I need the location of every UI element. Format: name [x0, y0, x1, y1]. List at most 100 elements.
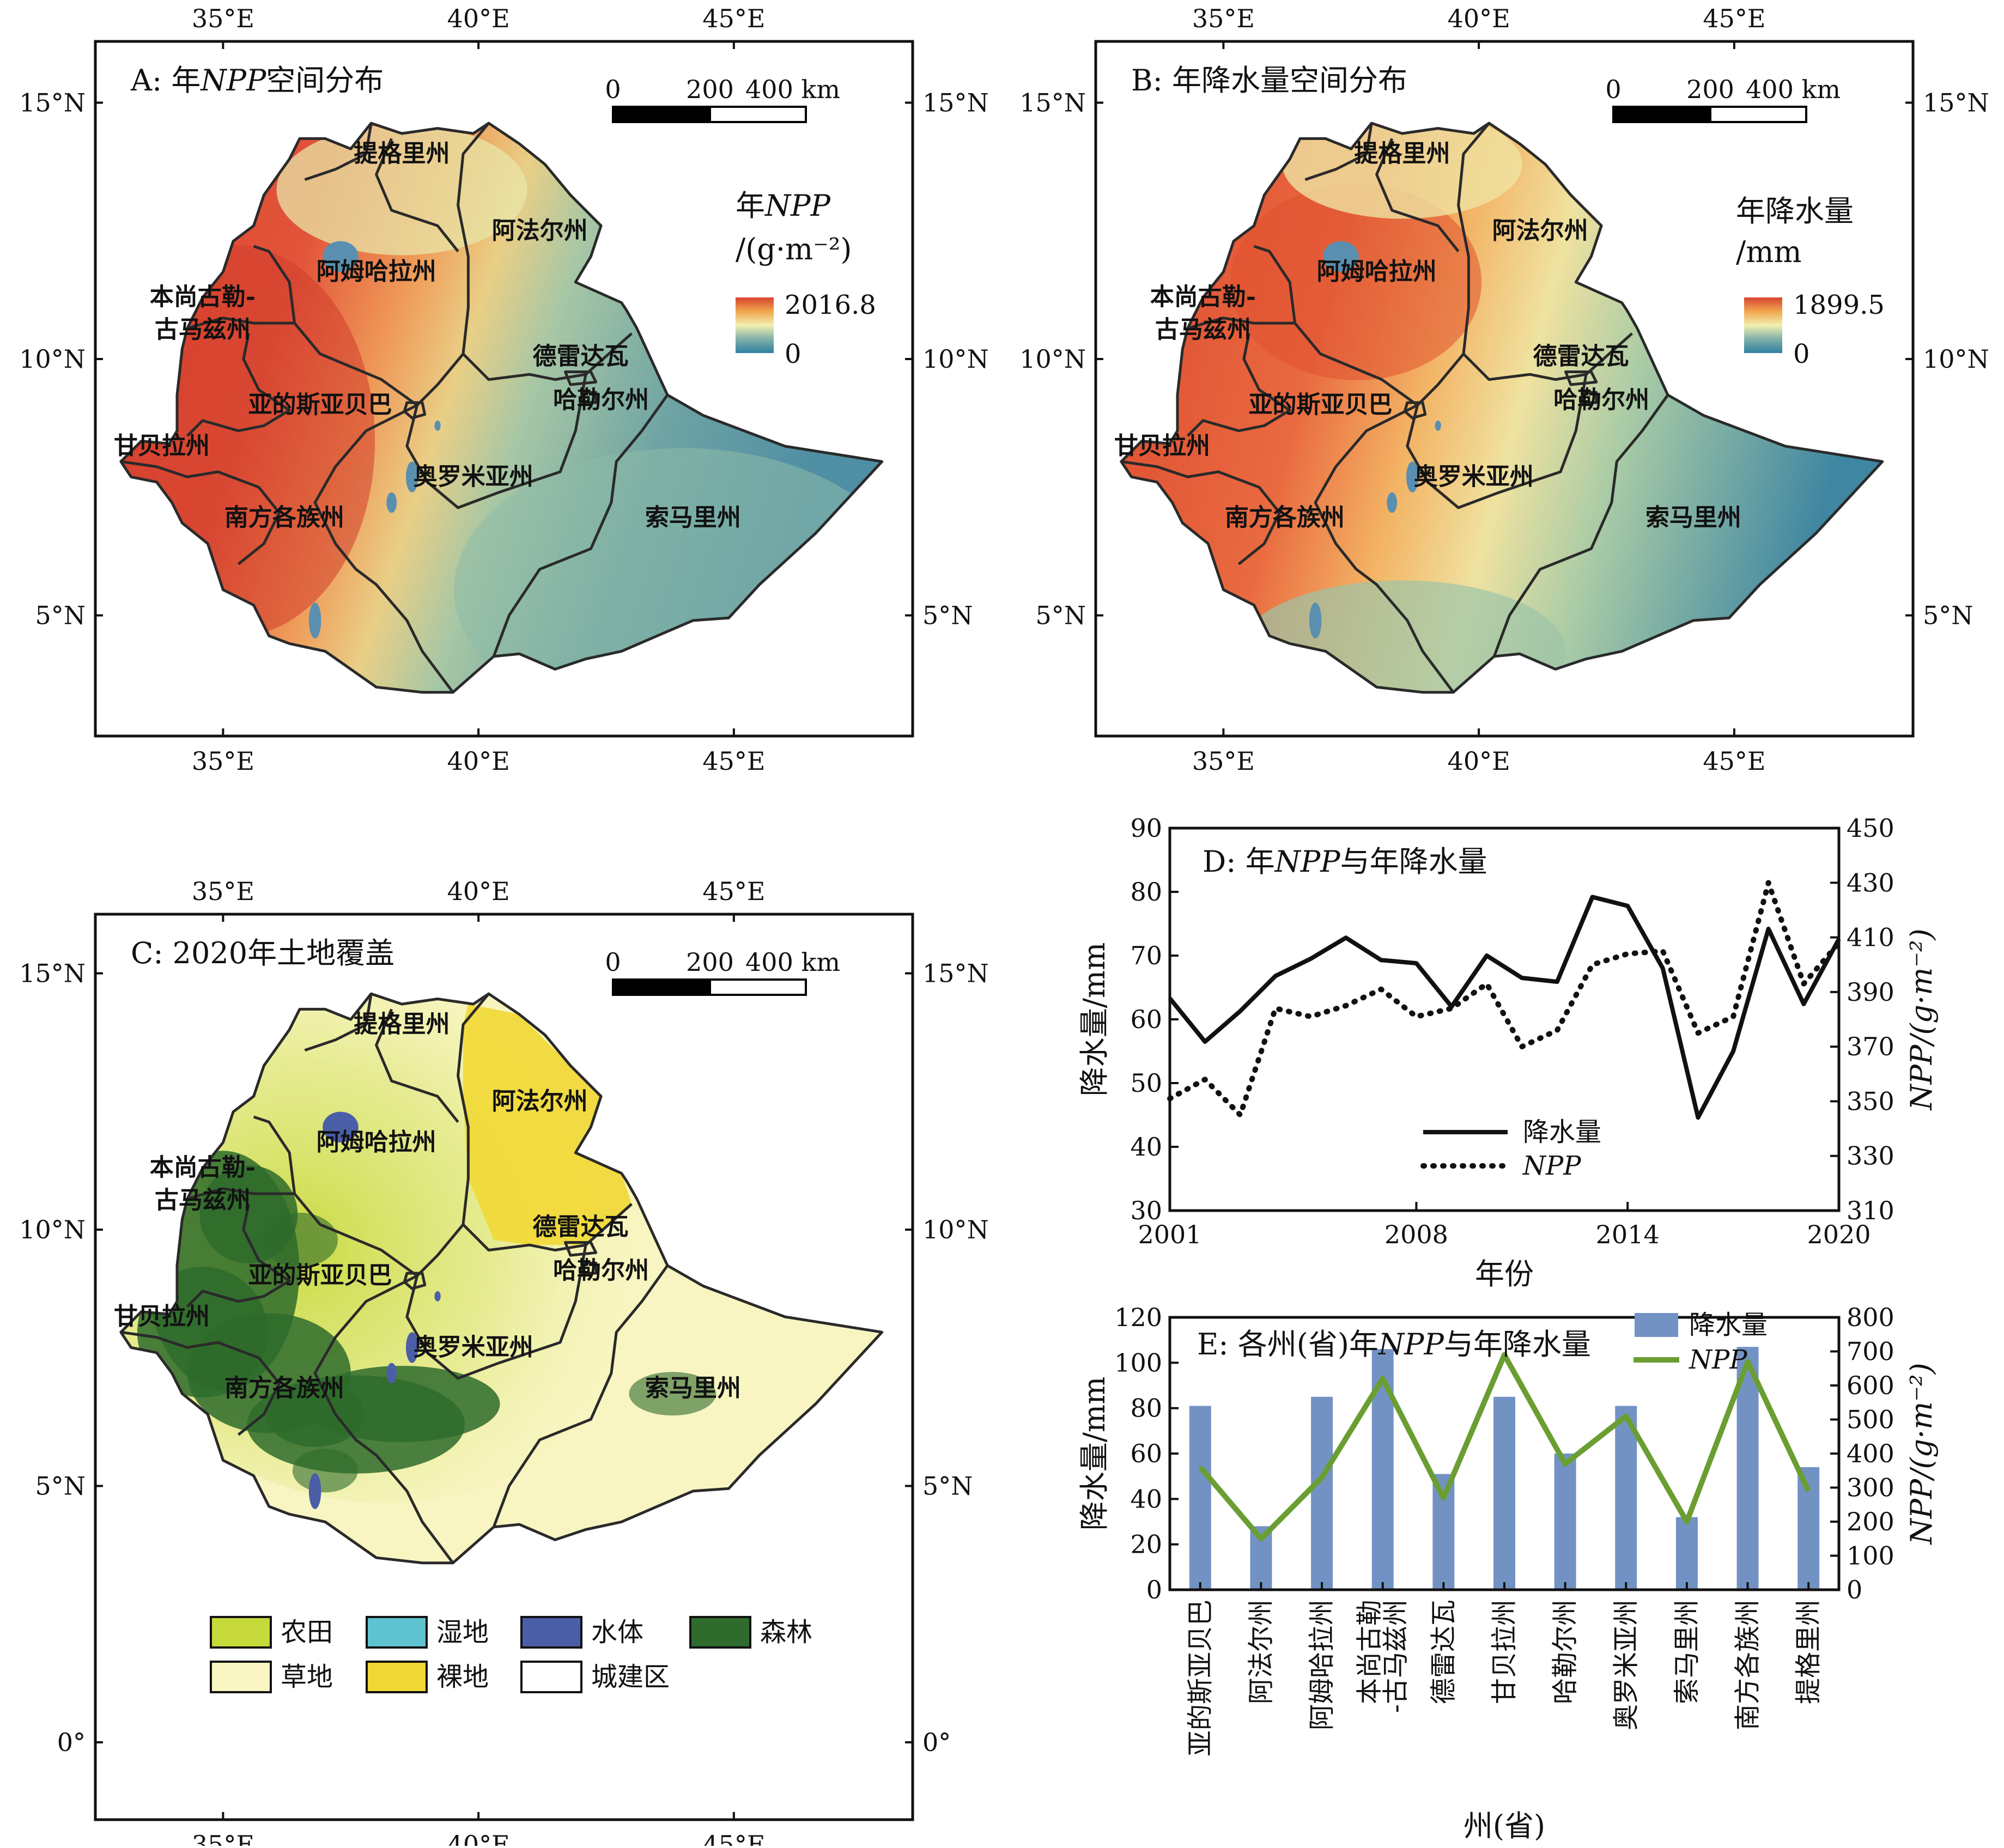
province-boundary: [1406, 374, 1588, 509]
chart-e-legend-label-npp: NPP: [1689, 1345, 1747, 1375]
lat-label-left: 10°N: [19, 344, 86, 374]
province-label: 奥罗米亚州: [1414, 463, 1534, 490]
province-label: 甘贝拉州: [114, 1303, 210, 1330]
province-boundary: [405, 374, 587, 509]
legend-label: 水体: [591, 1617, 643, 1648]
lat-label-right: 15°N: [1923, 88, 1989, 118]
chart-e-xtick-label: 本尚古勒-古马兹州: [1355, 1600, 1411, 1713]
chart-d-ytick-label: 90: [1130, 813, 1162, 843]
chart-e-bar: [1554, 1454, 1576, 1590]
province-label: 阿姆哈拉州: [1317, 258, 1437, 285]
chart-e-xtick-label: 亚的斯亚贝巴: [1185, 1600, 1216, 1756]
lake: [1387, 492, 1398, 513]
landcover-forest-patch: [629, 1372, 716, 1416]
chart-e-y2tick-label: 500: [1847, 1405, 1894, 1434]
chart-e-xtick-label: 南方各族州: [1733, 1600, 1763, 1730]
chart-e-category-label: 索马里州: [1672, 1600, 1702, 1704]
lon-label-top: 40°E: [447, 4, 510, 33]
panel-a-title-part: A: 年: [130, 63, 201, 98]
chart-e-title-part: NPP: [1377, 1327, 1445, 1361]
scale-bar-black: [612, 106, 711, 123]
chart-e-ytick-label: 100: [1114, 1348, 1162, 1377]
province-label: 南方各族州: [1225, 504, 1345, 532]
chart-d-y2tick-label: 390: [1847, 977, 1894, 1007]
chart-d-xtick-label: 2001: [1138, 1220, 1201, 1249]
lake: [323, 1111, 359, 1143]
province-boundary: [1304, 123, 1373, 181]
chart-d-title-part: 与年降水量: [1340, 844, 1487, 879]
legend-swatch: [366, 1661, 428, 1693]
chart-e-title: E: 各州(省)年NPP与年降水量: [1197, 1327, 1591, 1361]
chart-d-y2tick-label: 330: [1847, 1141, 1894, 1171]
lon-label-bottom: 45°E: [702, 746, 765, 776]
province-boundary: [405, 1244, 587, 1380]
province-boundary: [1253, 245, 1297, 324]
chart-e-y2tick-label: 200: [1847, 1507, 1894, 1536]
chart-d-series-precip: [1168, 895, 1841, 1120]
province-boundary: [1375, 138, 1460, 252]
province-label: 德雷达瓦: [533, 1213, 629, 1241]
province-label: 南方各族州: [224, 1375, 344, 1402]
panel-a-legend-max: 2016.8: [785, 290, 876, 320]
province-boundary: [253, 1115, 296, 1194]
scale-label-0: 0: [605, 947, 621, 977]
lake: [434, 420, 441, 431]
chart-d-y2tick-label: 350: [1847, 1086, 1894, 1116]
lat-label-left: 0°: [57, 1728, 86, 1757]
province-boundary: [186, 1203, 291, 1308]
lat-label-right: 15°N: [922, 88, 989, 118]
lat-label-right: 10°N: [922, 1215, 989, 1244]
panel-a-title-part: NPP: [199, 63, 267, 98]
chart-d-y2label: NPP/(g·m⁻²): [1904, 928, 1939, 1111]
legend-swatch: [210, 1616, 272, 1649]
legend-label: 湿地: [436, 1617, 489, 1648]
map-panels: 35°E 35°E 40°E 40°E 45°E 45°E 15°N 15°N 10°N 10°N…: [19, 4, 1989, 1848]
province-boundary: [1187, 317, 1465, 407]
chart-d-frame: [1168, 826, 1841, 1212]
lat-label-right: 5°N: [922, 1472, 973, 1501]
chart-e-y2tick-label: 700: [1847, 1337, 1894, 1366]
lat-label-left: 5°N: [35, 1472, 86, 1501]
scale-label-0: 0: [1605, 75, 1621, 104]
chart-e-category-label: 南方各族州: [1733, 1600, 1763, 1730]
chart-e-xlabel: 州(省): [1463, 1809, 1545, 1843]
chart-e-npp-line: [1198, 1352, 1811, 1542]
province-boundary-city: [1582, 391, 1598, 404]
panel-a-legend-min: 0: [785, 339, 801, 369]
lake: [406, 1332, 418, 1363]
lat-label-left: 10°N: [1019, 344, 1086, 374]
legend-label: 城建区: [591, 1662, 670, 1692]
province-boundary: [304, 993, 373, 1052]
chart-e-bar: [1311, 1396, 1333, 1590]
chart-d-xtick-label: 2008: [1384, 1220, 1448, 1249]
province-boundary: [187, 1187, 464, 1278]
legend-swatch: [689, 1616, 751, 1649]
chart-e-legend-swatch-precip: [1635, 1313, 1678, 1337]
scale-label-400: 400 km: [745, 947, 840, 977]
panel-a-legend-title-part: NPP: [764, 189, 831, 223]
panel-c-title: C: 2020年土地覆盖: [131, 936, 394, 970]
province-label-benishangul-1: 本尚古勒-: [1150, 283, 1256, 311]
lat-label-left: 15°N: [19, 959, 86, 988]
lon-label-bottom: 40°E: [447, 1830, 510, 1846]
chart-e-title-part: 与年降水量: [1444, 1327, 1591, 1361]
chart-e-xtick-label: 德雷达瓦: [1428, 1600, 1459, 1704]
province-label: 索马里州: [645, 1375, 741, 1402]
lake: [1309, 602, 1322, 639]
scale-label-200: 200: [686, 75, 734, 104]
province-label: 奥罗米亚州: [414, 1333, 533, 1361]
panel-a-legend-unit: /(g·m⁻²): [736, 232, 852, 266]
chart-e-category-label: 亚的斯亚贝巴: [1185, 1600, 1216, 1756]
province-boundary: [375, 138, 459, 252]
chart-e-bar: [1189, 1406, 1211, 1590]
chart-e-y2tick-label: 400: [1847, 1439, 1894, 1468]
lon-label-bottom: 35°E: [192, 1830, 254, 1846]
panel-a-title-part: 空间分布: [266, 63, 384, 98]
chart-e-y2label: NPP/(g·m⁻²): [1904, 1363, 1939, 1545]
lake: [434, 1291, 441, 1302]
province-boundary: [313, 1274, 454, 1564]
legend-label: 草地: [281, 1662, 333, 1692]
chart-d-y2tick-label: 370: [1847, 1032, 1894, 1061]
province-label-benishangul-2: 古马兹州: [1155, 316, 1251, 344]
